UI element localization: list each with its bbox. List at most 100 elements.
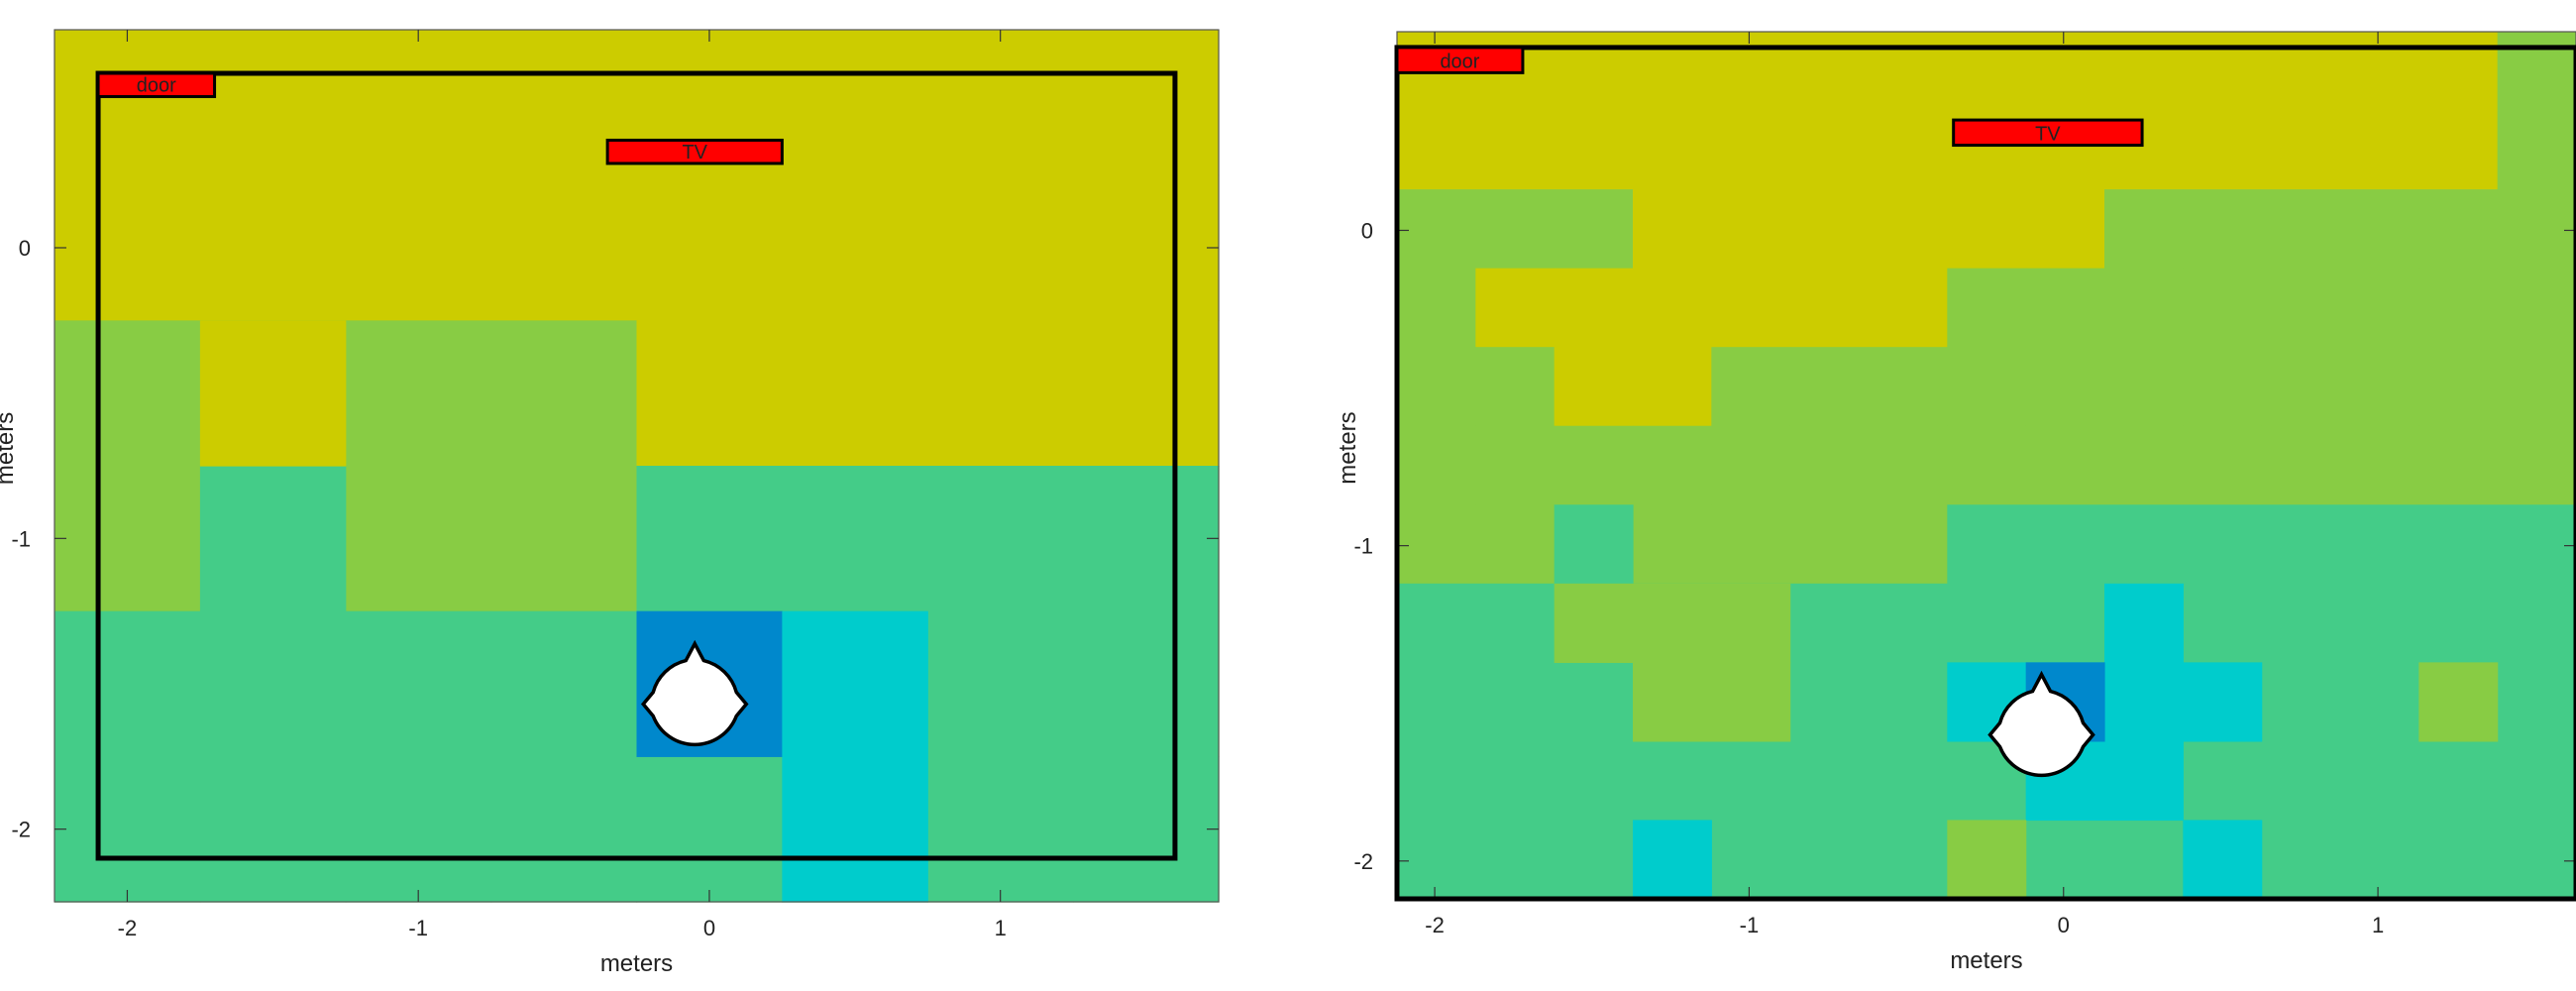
head-shape xyxy=(640,639,749,747)
heatmap-cell xyxy=(490,610,638,757)
heatmap-cell xyxy=(636,320,783,467)
heatmap-hotspots xyxy=(1397,504,2576,900)
heatmap-cell xyxy=(1947,268,2027,348)
heatmap-cell xyxy=(2025,268,2105,348)
heatmap-cell xyxy=(199,174,347,321)
y-tick-label: -2 xyxy=(1353,849,1373,874)
heatmap-cell xyxy=(1633,347,1712,427)
axes-frame xyxy=(54,29,1220,903)
heatmap-cell xyxy=(54,320,201,467)
heatmap-cell xyxy=(2104,583,2184,663)
y-tick-label: 0 xyxy=(1361,218,1373,243)
heatmap-cell xyxy=(1633,504,1712,585)
heatmap-cell xyxy=(1475,504,1556,585)
heatmap-cell xyxy=(1947,820,2027,900)
heatmap-cell xyxy=(2497,268,2576,348)
x-tick-label: 0 xyxy=(703,916,715,940)
heatmap-cell xyxy=(1869,504,1948,585)
heatmap-cell xyxy=(2418,189,2499,270)
heatmap-cell xyxy=(2183,110,2263,190)
heatmap-cell xyxy=(1789,189,1870,270)
x-tick-label: -1 xyxy=(408,916,428,940)
heatmap-cell xyxy=(2183,347,2263,427)
room-outline xyxy=(1394,45,2576,902)
heatmap-cell xyxy=(782,610,928,903)
heatmap-cell xyxy=(1789,268,1870,348)
heatmap-cell xyxy=(1789,425,1870,505)
x-tick-label: -2 xyxy=(1425,913,1445,937)
heatmap-cell xyxy=(1633,425,1712,505)
heatmap-cell xyxy=(1554,268,1634,348)
heatmap-cell xyxy=(54,466,201,612)
heatmap-cell xyxy=(636,174,783,321)
tv-label: TV xyxy=(682,142,707,164)
heatmap-cell xyxy=(1789,110,1870,190)
heatmap-cell xyxy=(782,320,928,467)
heatmap-cell xyxy=(2104,32,2184,112)
heatmap-cell xyxy=(2183,662,2263,742)
heatmap-cell xyxy=(2261,347,2341,427)
room-outline xyxy=(95,70,1178,861)
heatmap-cell xyxy=(1397,425,1476,505)
heatmap-cell xyxy=(1711,425,1791,505)
heatmap-cell xyxy=(345,466,492,612)
y-tick-label: -1 xyxy=(11,526,31,551)
heatmap-cell xyxy=(2261,189,2341,270)
heatmap-cell xyxy=(2340,189,2419,270)
heatmap-cell xyxy=(54,30,201,176)
heatmap-cell xyxy=(2183,820,2263,900)
heatmap-cell xyxy=(54,174,201,321)
heatmap-cell xyxy=(1711,189,1791,270)
heatmap-cell xyxy=(1633,32,1712,112)
heatmap-cell xyxy=(2025,425,2105,505)
heatmap-cell xyxy=(1554,189,1634,270)
heatmap-cell xyxy=(1475,347,1556,427)
heatmap-cell xyxy=(1554,425,1634,505)
heatmap-cell xyxy=(1633,110,1712,190)
heatmap-cell xyxy=(2497,32,2576,112)
y-tick-label: 0 xyxy=(19,236,31,261)
heatmap-cell xyxy=(2261,32,2341,112)
heatmap-cell xyxy=(1633,189,1712,270)
heatmap-cell xyxy=(1869,268,1948,348)
heatmap-cell xyxy=(2418,347,2499,427)
heatmap-cell xyxy=(1711,110,1791,190)
heatmap-cell xyxy=(1397,504,1476,585)
x-axis-label: meters xyxy=(1950,947,2022,974)
heatmap-cell xyxy=(490,466,638,612)
heatmap-cell xyxy=(2183,268,2263,348)
heatmap-cell xyxy=(1633,662,1791,742)
heatmap-cell xyxy=(1554,583,1791,663)
heatmap-cell xyxy=(1475,425,1556,505)
heatmap-cell xyxy=(2025,32,2105,112)
heatmap-cell xyxy=(1711,504,1791,585)
heatmap-cell xyxy=(345,174,492,321)
heatmap-cell xyxy=(2340,268,2419,348)
heatmap-cell xyxy=(2497,110,2576,190)
head-shape xyxy=(1987,670,2095,778)
heatmap-cell xyxy=(1073,30,1220,176)
door-label: door xyxy=(137,74,176,96)
heatmap-cell xyxy=(1711,268,1791,348)
heatmap-cell xyxy=(490,174,638,321)
heatmap-cell xyxy=(782,30,928,176)
x-tick-label: 1 xyxy=(2372,913,2384,937)
heatmap-cell xyxy=(1397,268,1476,348)
door-marker xyxy=(96,71,217,98)
heatmap-cell xyxy=(1869,425,1948,505)
heatmap-cell xyxy=(199,466,347,612)
heatmap-cell xyxy=(2418,32,2499,112)
heatmap-cell xyxy=(345,320,492,467)
y-axis-label: meters xyxy=(1335,411,1361,484)
heatmap-cell xyxy=(1397,347,1476,427)
heatmap-cell xyxy=(1633,268,1712,348)
heatmap-cell xyxy=(1073,174,1220,321)
x-tick-label: -1 xyxy=(1740,913,1760,937)
heatmap-cell xyxy=(490,320,638,467)
heatmap-cell xyxy=(2261,268,2341,348)
heatmap-cell xyxy=(2340,425,2419,505)
heatmap-cell xyxy=(2418,110,2499,190)
heatmap-cell xyxy=(2183,32,2263,112)
heatmap-cell xyxy=(1947,32,2027,112)
